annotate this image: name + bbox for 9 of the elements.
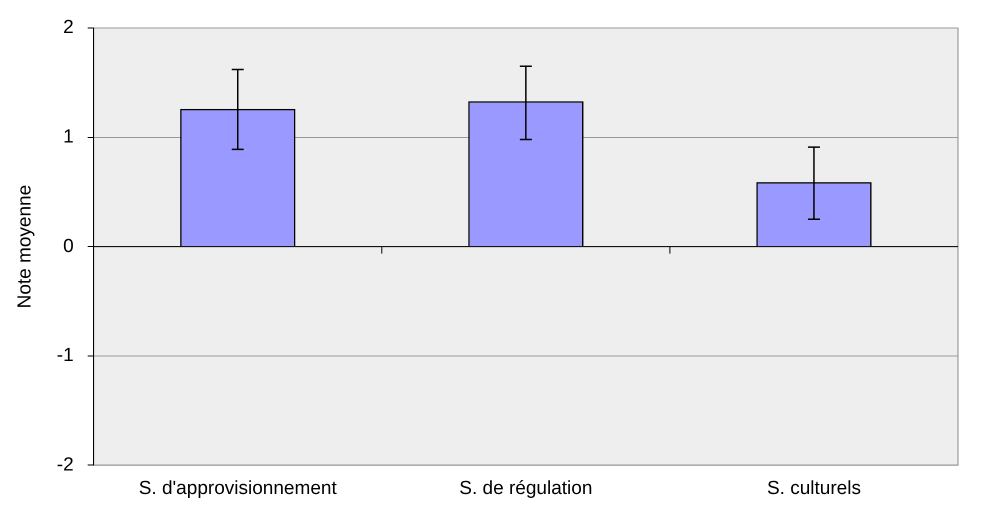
- x-tick-label: S. culturels: [766, 478, 861, 499]
- y-tick-label: -2: [56, 454, 74, 476]
- x-tick-label: S. d'approvisionnement: [138, 478, 338, 499]
- x-tick-label: S. de régulation: [459, 478, 592, 499]
- y-tick-label: -1: [56, 345, 74, 366]
- y-tick-label: 1: [63, 126, 74, 148]
- y-axis-title: Note moyenne: [14, 184, 36, 308]
- y-tick-label: 2: [63, 17, 74, 38]
- y-tick-label: 0: [63, 236, 74, 257]
